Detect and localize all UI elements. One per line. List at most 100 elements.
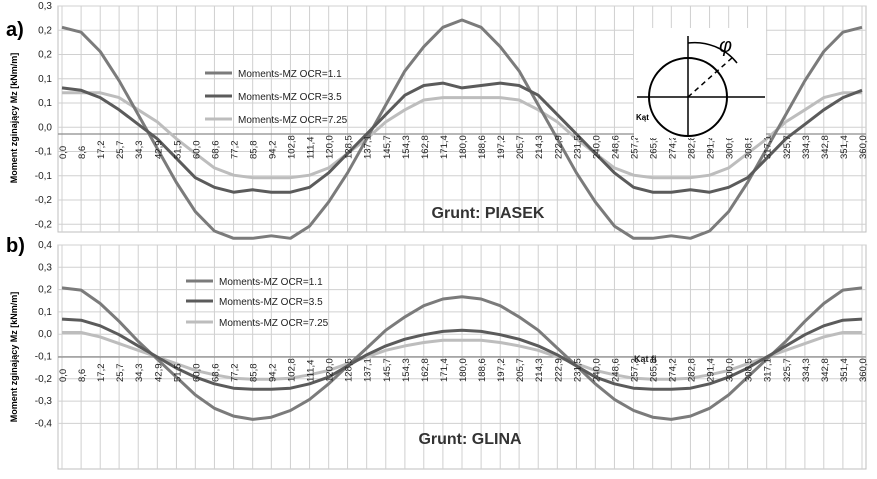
x-tick-label: 77,2 [230,141,241,160]
legend-label-b-1: Moments-MZ OCR=1.1 [219,277,323,288]
legend-label-a-3: Moments-MZ OCR=7.25 [238,115,348,126]
angle-radius-line [687,56,734,98]
x-tick-label: 300,0 [725,358,736,382]
x-tick-label: 0,0 [58,369,69,382]
y-tick-label: -0,2 [35,195,53,206]
x-tick-label: 317,1 [763,135,774,159]
x-tick-label: 188,6 [477,358,488,382]
x-tick-label: 205,7 [515,135,526,159]
y-tick-label: 0,2 [38,25,52,36]
x-tick-label: 265,8 [649,135,660,159]
x-tick-label: 325,7 [782,358,793,382]
legend-item-b-2: Moments-MZ OCR=3.5 [186,297,323,308]
x-tick-label: 162,8 [420,358,431,382]
x-tick-label: 154,3 [401,135,412,159]
x-tick-label: 197,2 [496,358,507,382]
legend-item-b-3: Moments-MZ OCR=7.25 [186,318,329,329]
x-tick-label: 60,0 [191,141,202,160]
x-tick-label: 240,0 [591,358,602,382]
x-tick-label: 231,5 [572,135,583,159]
x-tick-label: 128,5 [344,358,355,382]
x-tick-label: 360,0 [858,358,869,382]
angle-arc-icon [687,41,738,64]
pipe-angle-diagram: φ Kąt [634,28,766,138]
x-tick-label: 342,8 [820,135,831,159]
x-tick-label: 17,2 [96,364,107,383]
x-tick-label: 34,3 [134,364,145,383]
y-tick-label: -0,2 [35,219,53,230]
x-tick-label: 360,0 [858,135,869,159]
y-tick-label: 0,4 [38,240,52,251]
series-line-a-1 [61,18,863,240]
legend-item-a-2: Moments-MZ OCR=3.5 [205,92,342,103]
chart-panel-a: 0,0 8,6 17,2 25,7 34,3 42,9 51,5 60,0 68,6 77,2 85… [6,1,869,240]
x-tick-label: 214,3 [534,358,545,382]
x-tick-label: 334,3 [801,358,812,382]
y-tick-label: -0,1 [35,352,53,363]
x-tick-label: 137,1 [363,358,374,382]
x-tick-label: 102,8 [286,358,297,382]
x-ticks-b: 0,0 8,6 17,2 25,7 34,3 42,9 51,5 60,0 68,6 77,2 85… [58,358,869,382]
x-tick-label: 102,8 [286,135,297,159]
y-tick-label: 0,3 [38,262,52,273]
y-tick-label: 0,2 [38,50,52,61]
x-tick-label: 291,4 [706,358,717,382]
x-tick-label: 265,8 [649,358,660,382]
x-tick-label: 282,8 [686,358,697,382]
x-tick-label: 120,0 [325,358,336,382]
x-tick-label: 240,0 [591,135,602,159]
panel-label-a: a) [6,19,24,41]
x-tick-label: 222,9 [553,135,564,159]
x-tick-label: 197,2 [496,135,507,159]
x-tick-label: 137,1 [363,135,374,159]
x-tick-label: 25,7 [115,141,126,160]
x-tick-label: 154,3 [401,358,412,382]
x-tick-label: 51,5 [172,364,183,383]
legend-label-a-1: Moments-MZ OCR=1.1 [238,69,342,80]
y-tick-label: -0,1 [35,171,53,182]
y-tick-label: 0,1 [38,307,52,318]
x-tick-label: 205,7 [515,358,526,382]
x-tick-label: 300,0 [725,135,736,159]
legend-a: Moments-MZ OCR=1.1 Moments-MZ OCR=3.5 Mo… [205,69,348,126]
x-tick-label: 351,4 [839,358,850,382]
x-tick-label: 317,1 [763,358,774,382]
x-tick-label: 214,3 [534,135,545,159]
x-tick-label: 334,3 [801,135,812,159]
x-tick-label: 128,5 [344,135,355,159]
x-tick-label: 111,4 [306,137,317,159]
y-tick-label: 0,0 [38,329,52,340]
x-tick-label: 308,5 [744,135,755,159]
legend-label-a-2: Moments-MZ OCR=3.5 [238,92,342,103]
x-tick-label: 248,6 [610,358,621,382]
x-tick-label: 85,8 [249,141,260,160]
x-tick-label: 85,8 [249,364,260,383]
x-tick-label: 94,2 [267,141,278,160]
x-tick-label: 188,6 [477,135,488,159]
x-tick-label: 171,4 [439,358,450,382]
x-tick-label: 248,6 [610,135,621,159]
x-tick-label: 34,3 [134,141,145,160]
series-line-a-3 [62,91,862,180]
x-tick-label: 120,0 [325,135,336,159]
legend-label-b-2: Moments-MZ OCR=3.5 [219,297,323,308]
y-ticks-a: 0,3 0,2 0,2 0,1 0,1 0,0 -0,1 -0,1 -0,2 -0,2 [35,1,53,230]
panel-label-b: b) [6,235,25,257]
series-line-a-2 [61,81,863,194]
x-tick-label: 94,2 [267,364,278,383]
x-tick-label: 0,0 [58,146,69,159]
x-tick-label: 180,0 [458,135,469,159]
x-tick-label: 180,0 [458,358,469,382]
y-ticks-b: 0,4 0,3 0,2 0,1 0,0 -0,1 -0,2 -0,3 -0,4 [35,240,53,429]
y-tick-label: 0,1 [38,98,52,109]
y-tick-label: 0,0 [38,122,52,133]
x-ticks-a: 0,0 8,6 17,2 25,7 34,3 42,9 51,5 60,0 68,6 77,2 85… [58,135,869,159]
x-tick-label: 25,7 [115,364,126,383]
series-group-a [61,18,863,240]
x-axis-note-b: Kąt fi [634,354,657,364]
y-tick-label: 0,3 [38,1,52,12]
y-tick-label: -0,2 [35,374,53,385]
x-tick-label: 8,6 [77,369,88,382]
x-tick-label: 291,4 [706,135,717,159]
x-tick-label: 68,6 [210,141,221,160]
